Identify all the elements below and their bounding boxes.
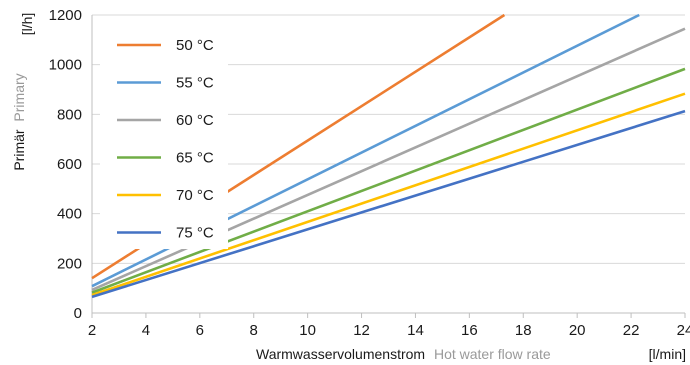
x-tick-label: 20	[569, 322, 586, 339]
legend-label: 60 °C	[176, 112, 214, 129]
legend-label: 65 °C	[176, 150, 214, 167]
y-axis-title: Primär Primary	[11, 73, 27, 170]
y-tick-label: 800	[57, 106, 82, 123]
axes	[91, 15, 686, 318]
y-tick-label: 0	[74, 305, 82, 322]
series-line-70c	[91, 92, 686, 297]
legend-label: 70 °C	[176, 187, 214, 204]
x-tick-label: 24	[677, 322, 690, 339]
x-tick-label: 18	[515, 322, 532, 339]
legend: 50 °C 55 °C 60 °C 65 °C 70 °C 75 °C	[100, 25, 228, 249]
legend-label: 50 °C	[176, 37, 214, 54]
x-tick-label: 2	[88, 322, 96, 339]
y-axis-title-de: Primär	[11, 129, 27, 171]
legend-box	[100, 25, 228, 249]
y-axis-unit: [l/h]	[19, 13, 35, 36]
x-axis-title-de: Warmwasservolumenstrom	[256, 346, 425, 362]
series-line-75c	[91, 109, 686, 299]
y-tick-label: 200	[57, 255, 82, 272]
x-tick-label: 14	[407, 322, 424, 339]
legend-label: 55 °C	[176, 75, 214, 92]
x-tick-label: 4	[142, 322, 150, 339]
y-axis-title-en: Primary	[11, 73, 27, 121]
x-tick-label: 6	[196, 322, 204, 339]
y-tick-label: 1200	[49, 7, 82, 24]
legend-label: 75 °C	[176, 225, 214, 242]
x-tick-label: 16	[461, 322, 478, 339]
x-tick-label: 22	[623, 322, 640, 339]
x-axis-title: Warmwasservolumenstrom Hot water flow ra…	[256, 346, 551, 362]
y-tick-label: 400	[57, 206, 82, 223]
x-tick-label: 12	[353, 322, 370, 339]
x-axis-unit: [l/min]	[649, 346, 686, 362]
x-axis-title-en: Hot water flow rate	[434, 346, 551, 362]
y-tick-label: 1000	[49, 57, 82, 74]
x-tick-label: 10	[299, 322, 316, 339]
y-tick-label: 600	[57, 156, 82, 173]
x-tick-label: 8	[250, 322, 258, 339]
series-line-65c	[91, 67, 686, 294]
